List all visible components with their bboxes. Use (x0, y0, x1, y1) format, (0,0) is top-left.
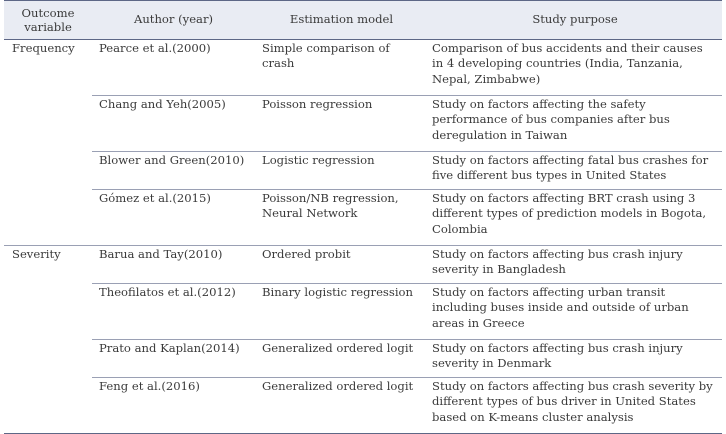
author-cell: Pearce et al.(2000) (99, 41, 211, 55)
outcome-cell (4, 284, 92, 340)
purpose-cell: Study on factors affecting BRT crash usi… (428, 189, 722, 246)
table-row: Severity Barua and Tay(2010) Ordered pro… (4, 245, 722, 284)
model-cell: Poisson/NB regression, Neural Network (255, 189, 428, 246)
author-cell: Barua and Tay(2010) (92, 245, 255, 284)
model-cell: Ordered probit (255, 245, 428, 284)
outcome-cell (4, 190, 92, 246)
outcome-cell: Frequency (4, 39, 92, 96)
header-author-year: Author (year) (92, 0, 255, 40)
table-header: Outcome variable Author (year) Estimatio… (4, 0, 722, 40)
purpose-cell: Study on factors affecting bus crash sev… (428, 377, 722, 434)
table-row: Prato and Kaplan(2014) Generalized order… (4, 339, 722, 378)
purpose-cell: Comparison of bus accidents and their ca… (432, 41, 703, 86)
model-cell: Logistic regression (255, 151, 428, 190)
literature-review-table-container: Outcome variable Author (year) Estimatio… (4, 0, 722, 434)
model-cell: Simple comparison of crash (262, 41, 390, 71)
purpose-cell: Study on factors affecting bus crash inj… (428, 245, 722, 284)
table-row: Gómez et al.(2015) Poisson/NB regression… (4, 189, 722, 246)
table-row: Feng et al.(2016) Generalized ordered lo… (4, 377, 722, 434)
author-cell: Theofilatos et al.(2012) (92, 283, 255, 340)
header-outcome-line2: variable (24, 20, 72, 34)
model-cell: Poisson regression (255, 95, 428, 152)
table-row: Theofilatos et al.(2012) Binary logistic… (4, 283, 722, 340)
header-outcome-variable: Outcome variable (4, 0, 92, 40)
purpose-cell: Study on factors affecting bus crash inj… (428, 339, 722, 378)
header-estimation-model: Estimation model (255, 0, 428, 40)
table-row: Frequency Pearce et al.(2000) Simple com… (4, 39, 722, 96)
header-row: Outcome variable Author (year) Estimatio… (4, 0, 722, 40)
header-study-purpose: Study purpose (428, 0, 722, 40)
table-body: Frequency Pearce et al.(2000) Simple com… (4, 39, 722, 434)
outcome-cell (4, 96, 92, 152)
purpose-cell: Study on factors affecting fatal bus cra… (428, 151, 722, 190)
model-cell: Generalized ordered logit (255, 377, 428, 434)
table-row: Blower and Green(2010) Logistic regressi… (4, 151, 722, 190)
model-cell: Binary logistic regression (255, 283, 428, 340)
outcome-cell (4, 340, 92, 378)
author-cell: Chang and Yeh(2005) (92, 95, 255, 152)
purpose-cell: Study on factors affecting the safety pe… (428, 95, 722, 152)
literature-review-table: Outcome variable Author (year) Estimatio… (4, 0, 722, 434)
author-cell: Prato and Kaplan(2014) (92, 339, 255, 378)
purpose-cell: Study on factors affecting urban transit… (428, 283, 722, 340)
outcome-cell (4, 377, 92, 434)
header-outcome-line1: Outcome (21, 6, 75, 20)
author-cell: Gómez et al.(2015) (92, 189, 255, 246)
outcome-cell: Severity (4, 245, 92, 284)
model-cell: Generalized ordered logit (255, 339, 428, 378)
table-row: Chang and Yeh(2005) Poisson regression S… (4, 95, 722, 152)
author-cell: Feng et al.(2016) (92, 377, 255, 434)
outcome-cell (4, 152, 92, 190)
author-cell: Blower and Green(2010) (92, 151, 255, 190)
